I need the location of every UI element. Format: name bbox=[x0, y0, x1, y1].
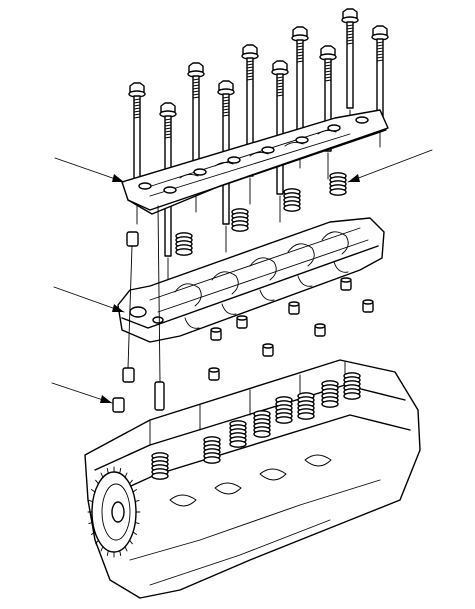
coil-spring bbox=[175, 232, 193, 256]
collar bbox=[236, 315, 248, 329]
shaft-retainer-plate bbox=[121, 109, 389, 215]
coil-spring bbox=[343, 372, 361, 400]
coil-spring bbox=[229, 420, 247, 448]
coil-spring bbox=[203, 436, 221, 464]
coil-spring bbox=[321, 380, 339, 408]
rocker-collars bbox=[208, 277, 374, 381]
rocker-arm-assembly bbox=[117, 217, 385, 343]
collar bbox=[288, 301, 300, 315]
cylinder-head bbox=[84, 359, 421, 599]
callout-leaders bbox=[51, 149, 433, 404]
collar bbox=[314, 323, 326, 337]
callout-dowel-pin bbox=[51, 382, 113, 404]
callout-rocker-arm-shaft-holder bbox=[53, 286, 125, 313]
coil-spring bbox=[283, 188, 301, 212]
callout-rocker-shaft-spring-right bbox=[347, 149, 433, 183]
coil-spring bbox=[151, 452, 169, 480]
bolt bbox=[241, 44, 259, 205]
coil-spring bbox=[253, 410, 271, 438]
collar bbox=[208, 367, 220, 381]
coil-spring bbox=[329, 172, 347, 196]
coil-spring bbox=[231, 208, 249, 232]
collar bbox=[262, 343, 274, 357]
cam-sprocket bbox=[87, 466, 141, 558]
callout-retainer-plate bbox=[54, 157, 125, 183]
rocker-shaft-springs bbox=[175, 172, 347, 256]
valve-springs bbox=[151, 372, 361, 480]
dowel-pin-left bbox=[112, 205, 165, 413]
collar bbox=[340, 277, 352, 291]
collar bbox=[210, 327, 222, 341]
collar bbox=[362, 299, 374, 313]
bolt bbox=[319, 45, 337, 180]
coil-spring bbox=[297, 392, 315, 420]
bolt bbox=[128, 82, 146, 225]
coil-spring bbox=[275, 396, 293, 424]
